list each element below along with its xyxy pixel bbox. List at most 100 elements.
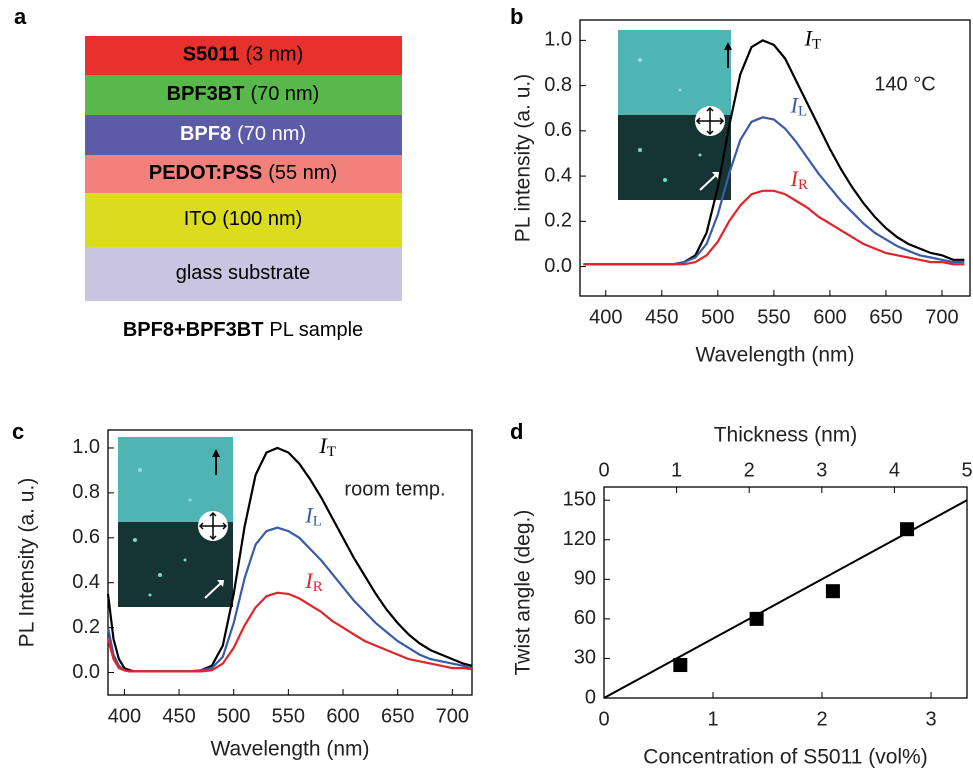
series-label: IR: [790, 166, 808, 193]
data-point: [825, 584, 840, 599]
layer-label-text: (70 nm): [237, 123, 306, 145]
y-tick-label: 0.4: [72, 571, 100, 593]
x-tick-label: 0: [598, 708, 609, 730]
series-label-main: I: [318, 433, 328, 458]
x2-tick-label: 1: [671, 459, 682, 481]
caption-text: PL sample: [269, 319, 363, 341]
x-tick-label: 400: [589, 306, 622, 328]
y-tick-label: 120: [563, 528, 596, 550]
y-tick-label: 60: [574, 607, 596, 629]
x2-axis-label: Thickness (nm): [714, 424, 858, 447]
panel-letter: a: [14, 4, 27, 29]
series-label-sub: L: [313, 514, 322, 530]
series-label: IR: [304, 568, 322, 595]
plot-frame: [579, 19, 971, 297]
y-tick-label: 150: [563, 488, 596, 510]
x-tick-label: 1: [707, 708, 718, 730]
x-axis-label: Wavelength (nm): [210, 738, 369, 761]
x-tick-label: 2: [816, 708, 827, 730]
y-tick-label: 0.4: [544, 164, 572, 186]
x-tick-label: 3: [925, 708, 936, 730]
layer-label-text: (3 nm): [245, 44, 303, 66]
series-label-sub: R: [798, 177, 808, 193]
y-tick-label: 0.2: [72, 616, 100, 638]
x-tick-label: 700: [436, 705, 469, 727]
x-tick-label: 700: [925, 306, 958, 328]
layer-label: BPF3BT (70 nm): [167, 83, 320, 105]
y-tick-label: 0.8: [544, 74, 572, 96]
series-label: IL: [790, 92, 808, 119]
data-point: [749, 611, 764, 626]
y-tick-label: 0.0: [72, 661, 100, 683]
plot-frame: [603, 486, 968, 699]
x-axis-label: Concentration of S5011 (vol%): [643, 746, 927, 769]
x-tick-label: 650: [381, 705, 414, 727]
layer: [85, 247, 402, 301]
panel-letter: c: [12, 419, 24, 444]
caption: BPF8+BPF3BT PL sample: [123, 319, 363, 341]
x-tick-label: 450: [162, 705, 195, 727]
series-line: [106, 591, 473, 673]
y-axis-label: PL intensity (a. u.): [512, 74, 535, 242]
series-label-main: I: [304, 503, 314, 528]
series-label-main: I: [790, 166, 800, 191]
annotation: 140 °C: [874, 73, 935, 95]
series-label-sub: L: [798, 104, 807, 120]
y-tick-label: 0: [585, 686, 596, 708]
panel-letter: b: [510, 4, 523, 29]
inset-image-b: [618, 30, 732, 200]
data-point: [900, 522, 915, 537]
data-point: [673, 658, 688, 673]
annotation: room temp.: [344, 478, 445, 500]
x-tick-label: 550: [757, 306, 790, 328]
series-label: IL: [304, 503, 322, 530]
caption-bold: BPF8+BPF3BT: [123, 319, 264, 341]
x-axis-label: Wavelength (nm): [695, 344, 854, 367]
series-line: [583, 189, 965, 266]
x2-tick-label: 5: [961, 459, 972, 481]
layer-label-text: glass substrate: [176, 262, 311, 284]
layer: [85, 193, 402, 247]
x2-tick-label: 4: [889, 459, 900, 481]
series-label-sub: T: [327, 444, 336, 460]
panel-letter: d: [510, 419, 523, 444]
layer-label-bold: BPF8: [180, 123, 231, 145]
plot-frame: [107, 429, 473, 696]
x-tick-label: 600: [813, 306, 846, 328]
layer: [85, 36, 402, 75]
x-tick-label: 450: [645, 306, 678, 328]
y-tick-label: 30: [574, 647, 596, 669]
series-label-main: I: [790, 92, 800, 117]
x-tick-label: 550: [272, 705, 305, 727]
layer-label-text: (55 nm): [268, 162, 337, 184]
layer: [85, 75, 402, 115]
series-label: IT: [804, 25, 822, 52]
y-tick-label: 1.0: [544, 29, 572, 51]
x-tick-label: 650: [869, 306, 902, 328]
layer: [85, 115, 402, 155]
layer-label: glass substrate: [176, 262, 311, 284]
layer-label-bold: PEDOT:PSS: [149, 162, 262, 184]
y-tick-label: 90: [574, 568, 596, 590]
y-tick-label: 0.6: [72, 526, 100, 548]
x2-tick-label: 2: [744, 459, 755, 481]
layer-label: S5011 (3 nm): [183, 44, 304, 66]
layer-label-text: (70 nm): [250, 83, 319, 105]
series-label-main: I: [804, 25, 814, 50]
series-label-main: I: [304, 568, 314, 593]
y-tick-label: 0.8: [72, 481, 100, 503]
series-label-sub: R: [313, 579, 323, 595]
y-tick-label: 1.0: [72, 436, 100, 458]
y-tick-label: 0.6: [544, 119, 572, 141]
layer-label: BPF8 (70 nm): [180, 123, 306, 145]
y-axis-label: PL Intensity (a. u.): [16, 478, 39, 648]
x-tick-label: 500: [701, 306, 734, 328]
x-tick-label: 600: [326, 705, 359, 727]
layer-label: PEDOT:PSS (55 nm): [149, 162, 337, 184]
x2-tick-label: 3: [816, 459, 827, 481]
x2-tick-label: 0: [598, 459, 609, 481]
layer: [85, 155, 402, 193]
series-label: IT: [318, 433, 336, 460]
layer-label-bold: BPF3BT: [167, 83, 245, 105]
